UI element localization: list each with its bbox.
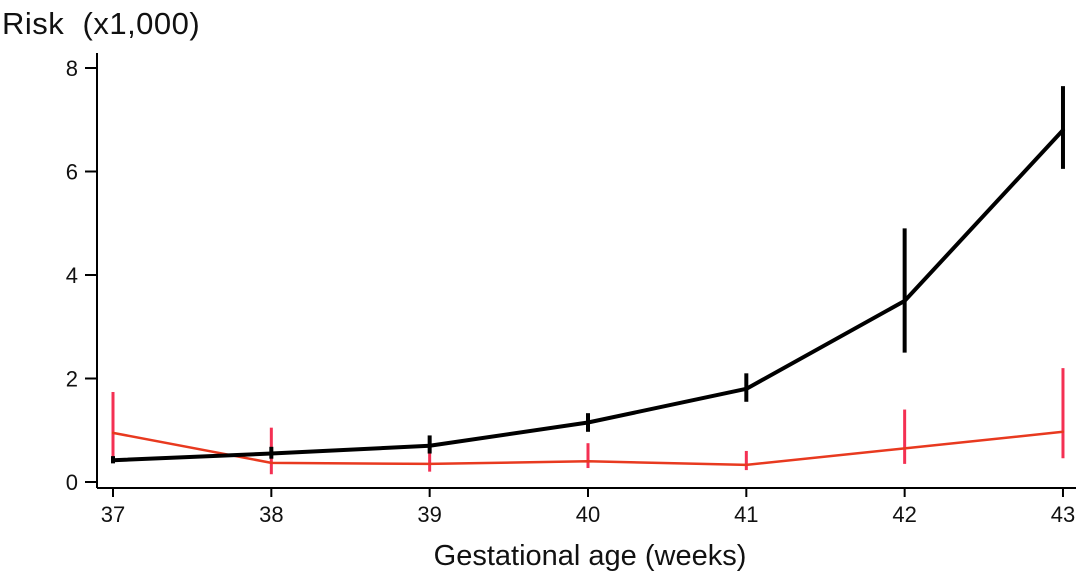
y-tick-label: 4 — [66, 263, 78, 288]
x-tick-label: 39 — [417, 502, 441, 527]
x-tick-label: 42 — [892, 502, 916, 527]
y-tick-label: 8 — [66, 56, 78, 81]
chart-title: Risk (x1,000) — [2, 6, 201, 41]
x-tick-label: 40 — [576, 502, 600, 527]
x-tick-label: 37 — [101, 502, 125, 527]
x-tick-label: 43 — [1051, 502, 1075, 527]
x-tick-label: 38 — [259, 502, 283, 527]
y-tick-label: 2 — [66, 367, 78, 392]
black-line — [111, 128, 1065, 463]
red-line — [111, 430, 1065, 467]
x-axis-title: Gestational age (weeks) — [433, 540, 747, 572]
y-tick-label: 0 — [66, 470, 78, 495]
y-tick-label: 6 — [66, 160, 78, 185]
x-tick-label: 41 — [734, 502, 758, 527]
